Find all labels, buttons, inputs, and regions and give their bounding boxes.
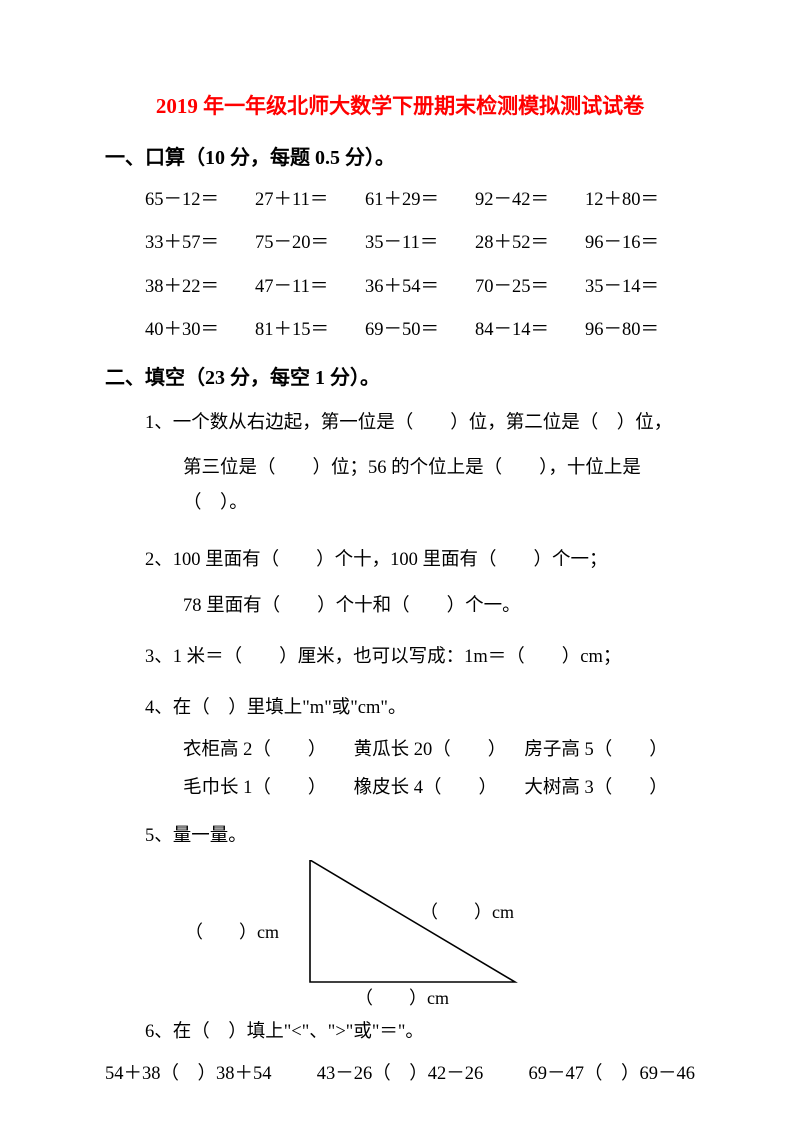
calc-row: 40＋30＝ 81＋15＝ 69－50＝ 84－14＝ 96－80＝ [145,316,695,346]
calc-cell: 35－11＝ [365,229,475,259]
q6-head: 6、在（ ）填上"<"、">"或"＝"。 [145,1015,695,1050]
q3-line1: 3、1 米＝（ ）厘米，也可以写成：1m＝（ ）cm； [145,640,695,675]
triangle-left-label: （ ）cm [185,918,279,947]
calc-cell: 27＋11＝ [255,186,365,216]
q1-line1: 1、一个数从右边起，第一位是（ ）位，第二位是（ ）位， [145,406,695,441]
calc-cell: 12＋80＝ [585,186,695,216]
q4-row2: 毛巾长 1（ ） 橡皮长 4（ ） 大树高 3（ ） [145,774,695,804]
question-3: 3、1 米＝（ ）厘米，也可以写成：1m＝（ ）cm； [105,640,695,675]
q4-r1b: 黄瓜长 20（ ） [354,736,525,766]
q4-r2b: 橡皮长 4（ ） [354,774,525,804]
calc-cell: 40＋30＝ [145,316,255,346]
q2-line2: 78 里面有（ ）个十和（ ）个一。 [145,589,695,624]
q4-r1a: 衣柜高 2（ ） [183,736,354,766]
q2-line1: 2、100 里面有（ ）个十，100 里面有（ ）个一； [145,543,695,578]
calc-cell: 47－11＝ [255,273,365,303]
calc-cell: 96－80＝ [585,316,695,346]
q4-row1: 衣柜高 2（ ） 黄瓜长 20（ ） 房子高 5（ ） [145,736,695,766]
triangle-bottom-label: （ ）cm [355,984,449,1013]
calc-grid: 65－12＝ 27＋11＝ 61＋29＝ 92－42＝ 12＋80＝ 33＋57… [105,186,695,346]
q4-r2a: 毛巾长 1（ ） [183,774,354,804]
q6-compare-row: 54＋38（ ）38＋54 43－26（ ）42－26 69－47（ ）69－4… [105,1060,695,1090]
calc-cell: 84－14＝ [475,316,585,346]
q6-c: 69－47（ ）69－46 [528,1060,695,1090]
question-2: 2、100 里面有（ ）个十，100 里面有（ ）个一； 78 里面有（ ）个十… [105,543,695,623]
calc-cell: 75－20＝ [255,229,365,259]
calc-cell: 61＋29＝ [365,186,475,216]
question-1: 1、一个数从右边起，第一位是（ ）位，第二位是（ ）位， 第三位是（ ）位；56… [105,406,695,521]
q4-head: 4、在（ ）里填上"m"或"cm"。 [145,691,695,726]
calc-row: 38＋22＝ 47－11＝ 36＋54＝ 70－25＝ 35－14＝ [145,273,695,303]
calc-cell: 35－14＝ [585,273,695,303]
q4-r1c: 房子高 5（ ） [524,736,695,766]
calc-cell: 38＋22＝ [145,273,255,303]
calc-row: 33＋57＝ 75－20＝ 35－11＝ 28＋52＝ 96－16＝ [145,229,695,259]
question-4: 4、在（ ）里填上"m"或"cm"。 衣柜高 2（ ） 黄瓜长 20（ ） 房子… [105,691,695,803]
calc-cell: 92－42＝ [475,186,585,216]
section-2-head: 二、填空（23 分，每空 1 分）。 [105,362,695,394]
calc-cell: 33＋57＝ [145,229,255,259]
calc-cell: 96－16＝ [585,229,695,259]
question-6: 6、在（ ）填上"<"、">"或"＝"。 [105,1015,695,1050]
calc-cell: 81＋15＝ [255,316,365,346]
q6-a: 54＋38（ ）38＋54 [105,1060,272,1090]
calc-cell: 28＋52＝ [475,229,585,259]
triangle-diagram: （ ）cm （ ）cm （ ）cm [195,860,595,1005]
triangle-hyp-label: （ ）cm [420,898,514,927]
q4-r2c: 大树高 3（ ） [524,774,695,804]
q6-b: 43－26（ ）42－26 [317,1060,484,1090]
page-title: 2019 年一年级北师大数学下册期末检测模拟测试试卷 [105,90,695,124]
question-5: 5、量一量。 （ ）cm （ ）cm （ ）cm [105,819,695,1005]
calc-row: 65－12＝ 27＋11＝ 61＋29＝ 92－42＝ 12＋80＝ [145,186,695,216]
q1-line2: 第三位是（ ）位；56 的个位上是（ ），十位上是（ ）。 [145,451,695,521]
calc-cell: 70－25＝ [475,273,585,303]
calc-cell: 69－50＝ [365,316,475,346]
calc-cell: 36＋54＝ [365,273,475,303]
q5-head: 5、量一量。 [145,819,695,854]
calc-cell: 65－12＝ [145,186,255,216]
section-1-head: 一、口算（10 分，每题 0.5 分）。 [105,142,695,174]
